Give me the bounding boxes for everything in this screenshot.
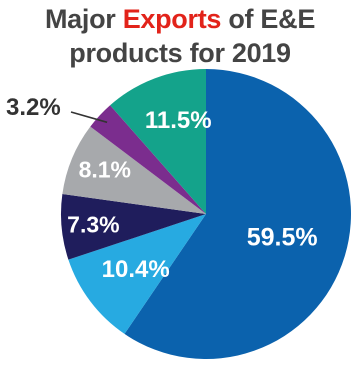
- title-highlight: Exports: [122, 4, 222, 34]
- leader-line: [70, 111, 108, 124]
- pie-slice-3: [60, 194, 206, 260]
- slice-label-4: 8.1%: [79, 157, 131, 183]
- slice-label-6: 11.5%: [145, 107, 212, 134]
- chart-title-line1: Major Exports of E&E: [0, 2, 360, 36]
- slice-label-3: 7.3%: [67, 211, 119, 237]
- pie-slice-2: [68, 214, 206, 334]
- slice-label-1: 59.5%: [247, 223, 318, 251]
- chart-title: Major Exports of E&E products for 2019: [0, 2, 360, 70]
- pie-slice-6: [110, 69, 206, 214]
- title-part-3: of E&E: [221, 4, 316, 34]
- pie-slice-5: [90, 105, 206, 214]
- pie-slice-1: [124, 69, 351, 359]
- pie-slice-4: [62, 126, 206, 214]
- slice-label-5: 3.2%: [6, 94, 61, 121]
- chart-title-line2: products for 2019: [69, 38, 291, 68]
- title-part-1: Major: [44, 4, 123, 34]
- slice-label-2: 10.4%: [102, 256, 170, 283]
